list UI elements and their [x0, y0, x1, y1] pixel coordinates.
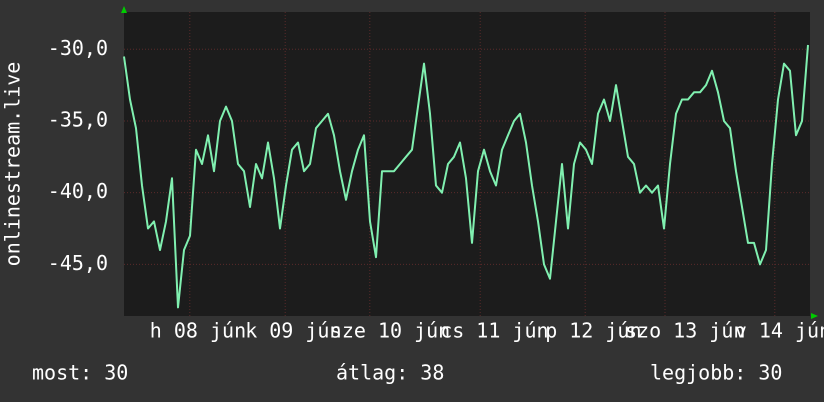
axis-arrow — [121, 6, 127, 13]
footer-best: legjobb: 30 — [650, 361, 782, 385]
y-tick-label: -45,0 — [48, 251, 108, 275]
y-axis-label: onlinestream.live — [1, 62, 25, 267]
series-line — [123, 44, 809, 309]
x-tick-label: p 12 jún — [545, 319, 641, 343]
x-tick-label: sze 10 jún — [330, 319, 450, 343]
x-tick-label: szo 13 jún — [625, 319, 745, 343]
y-tick-label: -30,0 — [48, 36, 108, 60]
axis-arrow — [811, 313, 818, 319]
footer-current: most: 30 — [32, 361, 128, 385]
x-tick-label: v 14 jún — [735, 319, 824, 343]
x-tick-label: cs 11 jún — [440, 319, 548, 343]
y-tick-label: -40,0 — [48, 179, 108, 203]
x-tick-label: h 08 jún — [150, 319, 246, 343]
x-tick-label: k 09 jún — [245, 319, 341, 343]
plot-area — [124, 12, 810, 316]
footer-average: átlag: 38 — [336, 361, 444, 385]
y-tick-label: -35,0 — [48, 107, 108, 131]
